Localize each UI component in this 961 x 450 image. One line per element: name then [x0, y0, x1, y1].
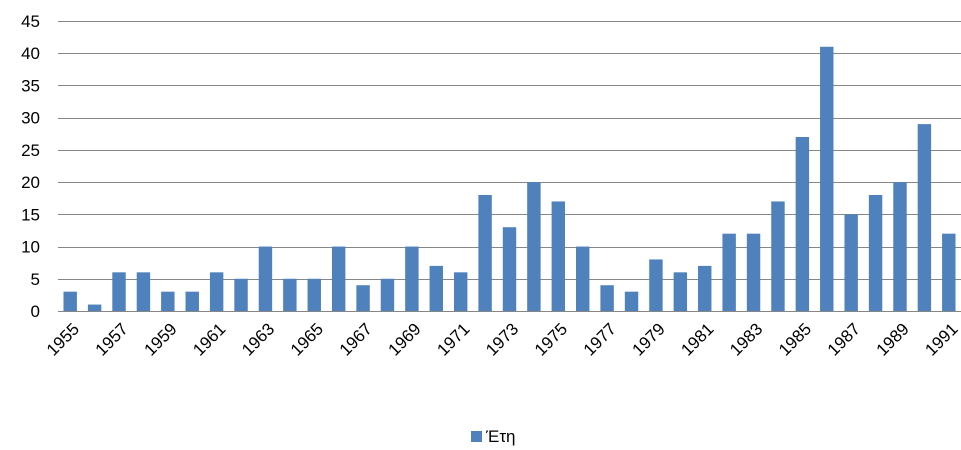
x-tick-label: 1991 [921, 319, 961, 359]
x-tick-label: 1961 [189, 319, 229, 359]
bar-1964 [283, 278, 297, 311]
bar-1961 [209, 272, 224, 311]
gridlines [58, 21, 961, 312]
bar-1991 [942, 233, 956, 311]
y-tick-label: 15 [21, 205, 40, 224]
legend-swatch [471, 431, 482, 442]
y-tick-label: 5 [31, 270, 40, 289]
bar-1959 [161, 291, 175, 311]
bar-1985 [795, 137, 810, 311]
bar-1967 [356, 285, 370, 311]
bar-1969 [405, 246, 419, 311]
bar-1978 [624, 291, 639, 311]
bar-1968 [380, 278, 395, 311]
x-tick-label: 1979 [629, 319, 669, 359]
x-tick-label: 1963 [238, 319, 278, 359]
x-tick-label: 1983 [726, 319, 766, 359]
bar-1975 [551, 201, 566, 311]
bar-1981 [698, 265, 712, 311]
bar-1983 [746, 233, 761, 311]
x-tick-label: 1985 [775, 319, 815, 359]
bar-1958 [136, 272, 151, 311]
bar-1989 [893, 182, 907, 311]
bar-1965 [307, 278, 321, 311]
y-tick-label: 0 [31, 302, 40, 321]
x-tick-label: 1967 [336, 319, 376, 359]
bar-1974 [527, 182, 541, 311]
y-tick-label: 35 [21, 76, 40, 95]
x-tick-label: 1959 [140, 319, 180, 359]
x-tick-label: 1957 [92, 319, 132, 359]
bar-1966 [331, 246, 346, 311]
bar-1972 [478, 195, 492, 311]
x-tick-label: 1965 [287, 319, 327, 359]
x-tick-label: 1969 [385, 319, 425, 359]
y-tick-label: 25 [21, 141, 40, 160]
bar-1977 [600, 285, 614, 311]
bar-1970 [429, 265, 443, 311]
bar-1986 [820, 46, 834, 311]
x-axis-tick-labels: 1955 1957 1959 1961 1963 1965 1967 1969 1971 1973… [43, 319, 961, 359]
bar-1988 [868, 195, 883, 311]
bar-1980 [673, 272, 688, 311]
y-axis-tick-labels: 0 5 10 15 20 25 30 35 40 45 [21, 12, 40, 321]
x-tick-label: 1955 [43, 319, 83, 359]
y-tick-label: 20 [21, 173, 40, 192]
x-tick-label: 1973 [482, 319, 522, 359]
bar-1987 [844, 214, 858, 311]
bar-1955 [63, 291, 77, 311]
x-tick-label: 1987 [824, 319, 864, 359]
legend-label: Έτη [485, 427, 516, 446]
bar-1982 [722, 233, 736, 311]
y-tick-label: 45 [21, 12, 40, 31]
bar-1971 [453, 272, 468, 311]
y-tick-label: 30 [21, 109, 40, 128]
x-tick-label: 1981 [677, 319, 717, 359]
bar-1956 [87, 304, 102, 311]
bar-1990 [917, 124, 932, 311]
bar-1963 [258, 246, 273, 311]
x-tick-label: 1971 [433, 319, 473, 359]
legend: Έτη [471, 427, 516, 446]
bar-1976 [576, 246, 590, 311]
y-tick-label: 40 [21, 44, 40, 63]
bar-1984 [771, 201, 785, 311]
x-tick-label: 1977 [580, 319, 620, 359]
bar-1979 [649, 259, 663, 311]
bar-1960 [185, 291, 199, 311]
y-tick-label: 10 [21, 238, 40, 257]
bars [63, 46, 956, 311]
bar-1973 [502, 227, 517, 311]
x-tick-label: 1989 [873, 319, 913, 359]
bar-1962 [234, 278, 248, 311]
bar-1957 [112, 272, 126, 311]
x-tick-label: 1975 [531, 319, 571, 359]
